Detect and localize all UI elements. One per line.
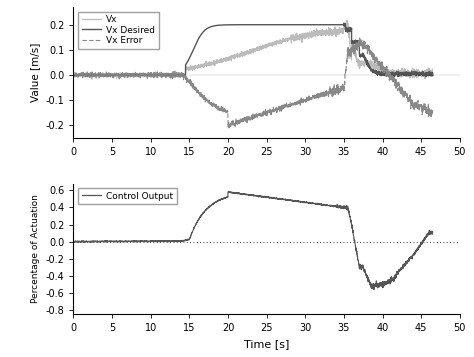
Legend: Vx, Vx Desired, Vx Error: Vx, Vx Desired, Vx Error (78, 12, 159, 49)
Vx Error (209, 101, 214, 105)
Vx (71, 72, 76, 76)
Control Output (371, 288, 377, 292)
Line: Vx: Vx (73, 20, 433, 79)
Vx Desired (341, 21, 347, 25)
Y-axis label: Percentage of Actuation: Percentage of Actuation (31, 195, 40, 303)
Vx Error (384, 67, 390, 71)
Control Output (71, 239, 76, 243)
Vx (384, 71, 390, 76)
Legend: Control Output: Control Output (78, 188, 177, 204)
Control Output (209, 203, 214, 208)
Control Output (111, 239, 117, 243)
Control Output (423, 235, 429, 240)
Vx (422, 77, 428, 81)
Vx (111, 74, 117, 78)
Vx (423, 72, 429, 76)
Vx Desired (430, 73, 436, 77)
Vx Error (423, 106, 429, 110)
Line: Control Output: Control Output (73, 192, 433, 290)
Control Output (430, 230, 436, 234)
Vx (224, 58, 229, 62)
Vx Error (226, 126, 232, 130)
Vx Desired (387, 75, 393, 79)
Vx (430, 71, 436, 75)
Vx Desired (111, 73, 117, 77)
Vx Desired (71, 73, 76, 77)
Vx Desired (423, 72, 429, 76)
Vx Desired (209, 25, 214, 29)
Vx Error (430, 109, 436, 113)
Control Output (226, 190, 231, 194)
Vx Error (224, 109, 229, 114)
Line: Vx Error: Vx Error (73, 38, 433, 128)
Vx Desired (384, 71, 390, 75)
Vx (209, 61, 214, 65)
Vx Error (357, 36, 363, 40)
Line: Vx Desired: Vx Desired (73, 23, 433, 77)
Vx (345, 18, 350, 22)
Control Output (224, 195, 229, 199)
Y-axis label: Value [m/s]: Value [m/s] (30, 43, 40, 102)
Vx Desired (224, 23, 229, 27)
X-axis label: Time [s]: Time [s] (244, 339, 289, 349)
Control Output (384, 281, 390, 285)
Vx (133, 73, 138, 77)
Vx Desired (133, 73, 138, 77)
Control Output (133, 240, 138, 244)
Vx Error (71, 71, 76, 76)
Vx Error (133, 74, 138, 78)
Vx Error (111, 74, 117, 78)
